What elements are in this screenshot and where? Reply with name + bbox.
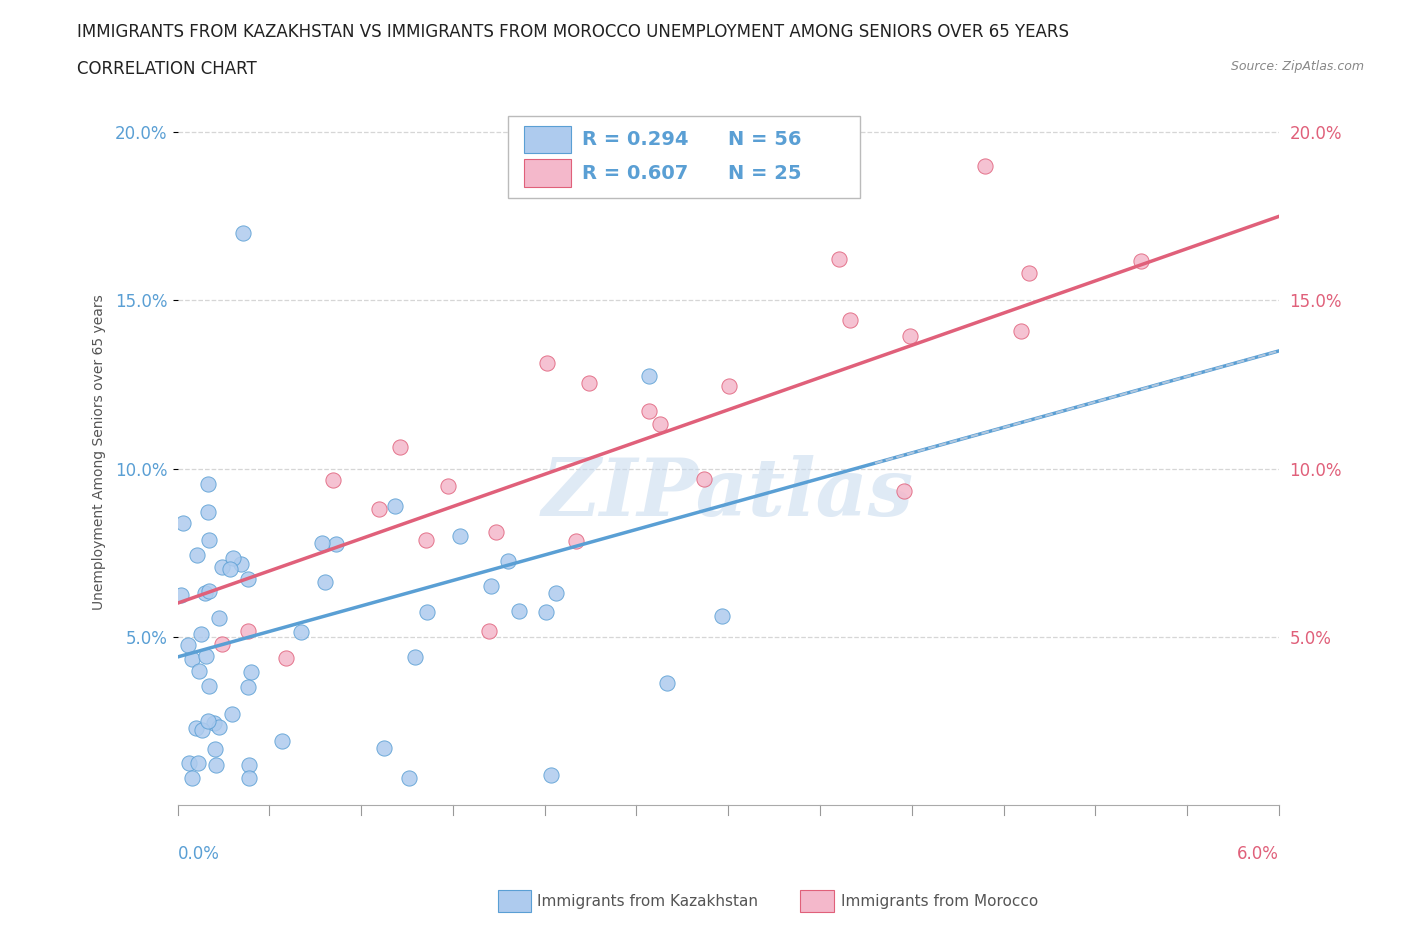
FancyBboxPatch shape xyxy=(508,116,860,197)
Point xyxy=(508,604,530,618)
Text: 0.0%: 0.0% xyxy=(177,845,219,863)
Text: Immigrants from Kazakhstan: Immigrants from Kazakhstan xyxy=(537,894,758,909)
Point xyxy=(221,706,243,721)
Point xyxy=(578,376,600,391)
Point xyxy=(534,604,557,619)
Text: CORRELATION CHART: CORRELATION CHART xyxy=(77,60,257,78)
Point xyxy=(197,476,219,491)
Point xyxy=(211,560,233,575)
Point xyxy=(478,624,501,639)
Y-axis label: Unemployment Among Seniors over 65 years: Unemployment Among Seniors over 65 years xyxy=(93,294,107,610)
Text: R = 0.294: R = 0.294 xyxy=(582,130,689,149)
Point xyxy=(485,525,508,539)
Point xyxy=(290,624,312,639)
Point xyxy=(231,557,253,572)
Point xyxy=(197,678,219,693)
Point xyxy=(404,650,426,665)
Point xyxy=(222,551,245,565)
Point xyxy=(1018,266,1040,281)
Point xyxy=(648,416,671,431)
Text: 6.0%: 6.0% xyxy=(1237,845,1279,863)
Point xyxy=(208,720,231,735)
Point xyxy=(236,571,259,586)
Point xyxy=(240,665,263,680)
Point xyxy=(232,226,254,241)
Point xyxy=(270,733,292,748)
Point xyxy=(717,379,740,393)
Point xyxy=(536,355,558,370)
Point xyxy=(208,611,231,626)
Point xyxy=(565,534,588,549)
Point xyxy=(177,638,200,653)
Point xyxy=(898,328,921,343)
Point xyxy=(540,768,562,783)
Point xyxy=(638,404,661,418)
Point xyxy=(415,604,437,619)
Point xyxy=(190,627,212,642)
Point xyxy=(194,585,217,600)
Point xyxy=(186,548,208,563)
Point xyxy=(655,676,678,691)
FancyBboxPatch shape xyxy=(524,126,571,153)
Text: R = 0.607: R = 0.607 xyxy=(582,164,688,182)
Point xyxy=(172,516,194,531)
Text: N = 56: N = 56 xyxy=(728,130,801,149)
Point xyxy=(197,504,219,519)
Point xyxy=(398,771,420,786)
Point xyxy=(544,586,567,601)
Point xyxy=(437,478,460,493)
Point xyxy=(194,648,217,663)
Point xyxy=(322,472,344,487)
Point xyxy=(693,472,716,486)
Point xyxy=(415,532,437,547)
Point xyxy=(479,578,502,593)
Point xyxy=(373,740,395,755)
Point xyxy=(325,537,347,551)
Point xyxy=(187,755,209,770)
Point xyxy=(893,484,915,498)
Point xyxy=(384,498,406,513)
Point xyxy=(198,533,221,548)
Point xyxy=(218,561,240,576)
Point xyxy=(236,680,259,695)
Point xyxy=(311,536,333,551)
Point xyxy=(367,502,389,517)
Point xyxy=(974,158,997,173)
Point xyxy=(449,528,471,543)
Point xyxy=(177,755,200,770)
Point xyxy=(839,312,862,327)
Point xyxy=(637,369,659,384)
Point xyxy=(496,554,519,569)
Point xyxy=(170,588,193,603)
Point xyxy=(388,439,411,454)
Point xyxy=(238,624,260,639)
Text: IMMIGRANTS FROM KAZAKHSTAN VS IMMIGRANTS FROM MOROCCO UNEMPLOYMENT AMONG SENIORS: IMMIGRANTS FROM KAZAKHSTAN VS IMMIGRANTS… xyxy=(77,23,1070,41)
Point xyxy=(188,664,211,679)
FancyBboxPatch shape xyxy=(524,159,571,187)
Point xyxy=(238,771,260,786)
Point xyxy=(180,771,202,786)
Point xyxy=(314,575,336,590)
Point xyxy=(1129,254,1152,269)
Point xyxy=(276,650,298,665)
Point xyxy=(827,252,849,267)
Text: ZIPatlas: ZIPatlas xyxy=(543,456,914,533)
Point xyxy=(197,713,219,728)
Point xyxy=(211,636,233,651)
Text: Immigrants from Morocco: Immigrants from Morocco xyxy=(841,894,1038,909)
Point xyxy=(186,721,208,736)
Point xyxy=(202,716,225,731)
Point xyxy=(710,608,733,623)
Point xyxy=(1010,324,1032,339)
Point xyxy=(205,757,228,772)
Point xyxy=(180,652,202,667)
Point xyxy=(198,584,221,599)
Text: N = 25: N = 25 xyxy=(728,164,801,182)
Text: Source: ZipAtlas.com: Source: ZipAtlas.com xyxy=(1230,60,1364,73)
Point xyxy=(204,742,226,757)
Point xyxy=(191,723,214,737)
Point xyxy=(238,757,260,772)
